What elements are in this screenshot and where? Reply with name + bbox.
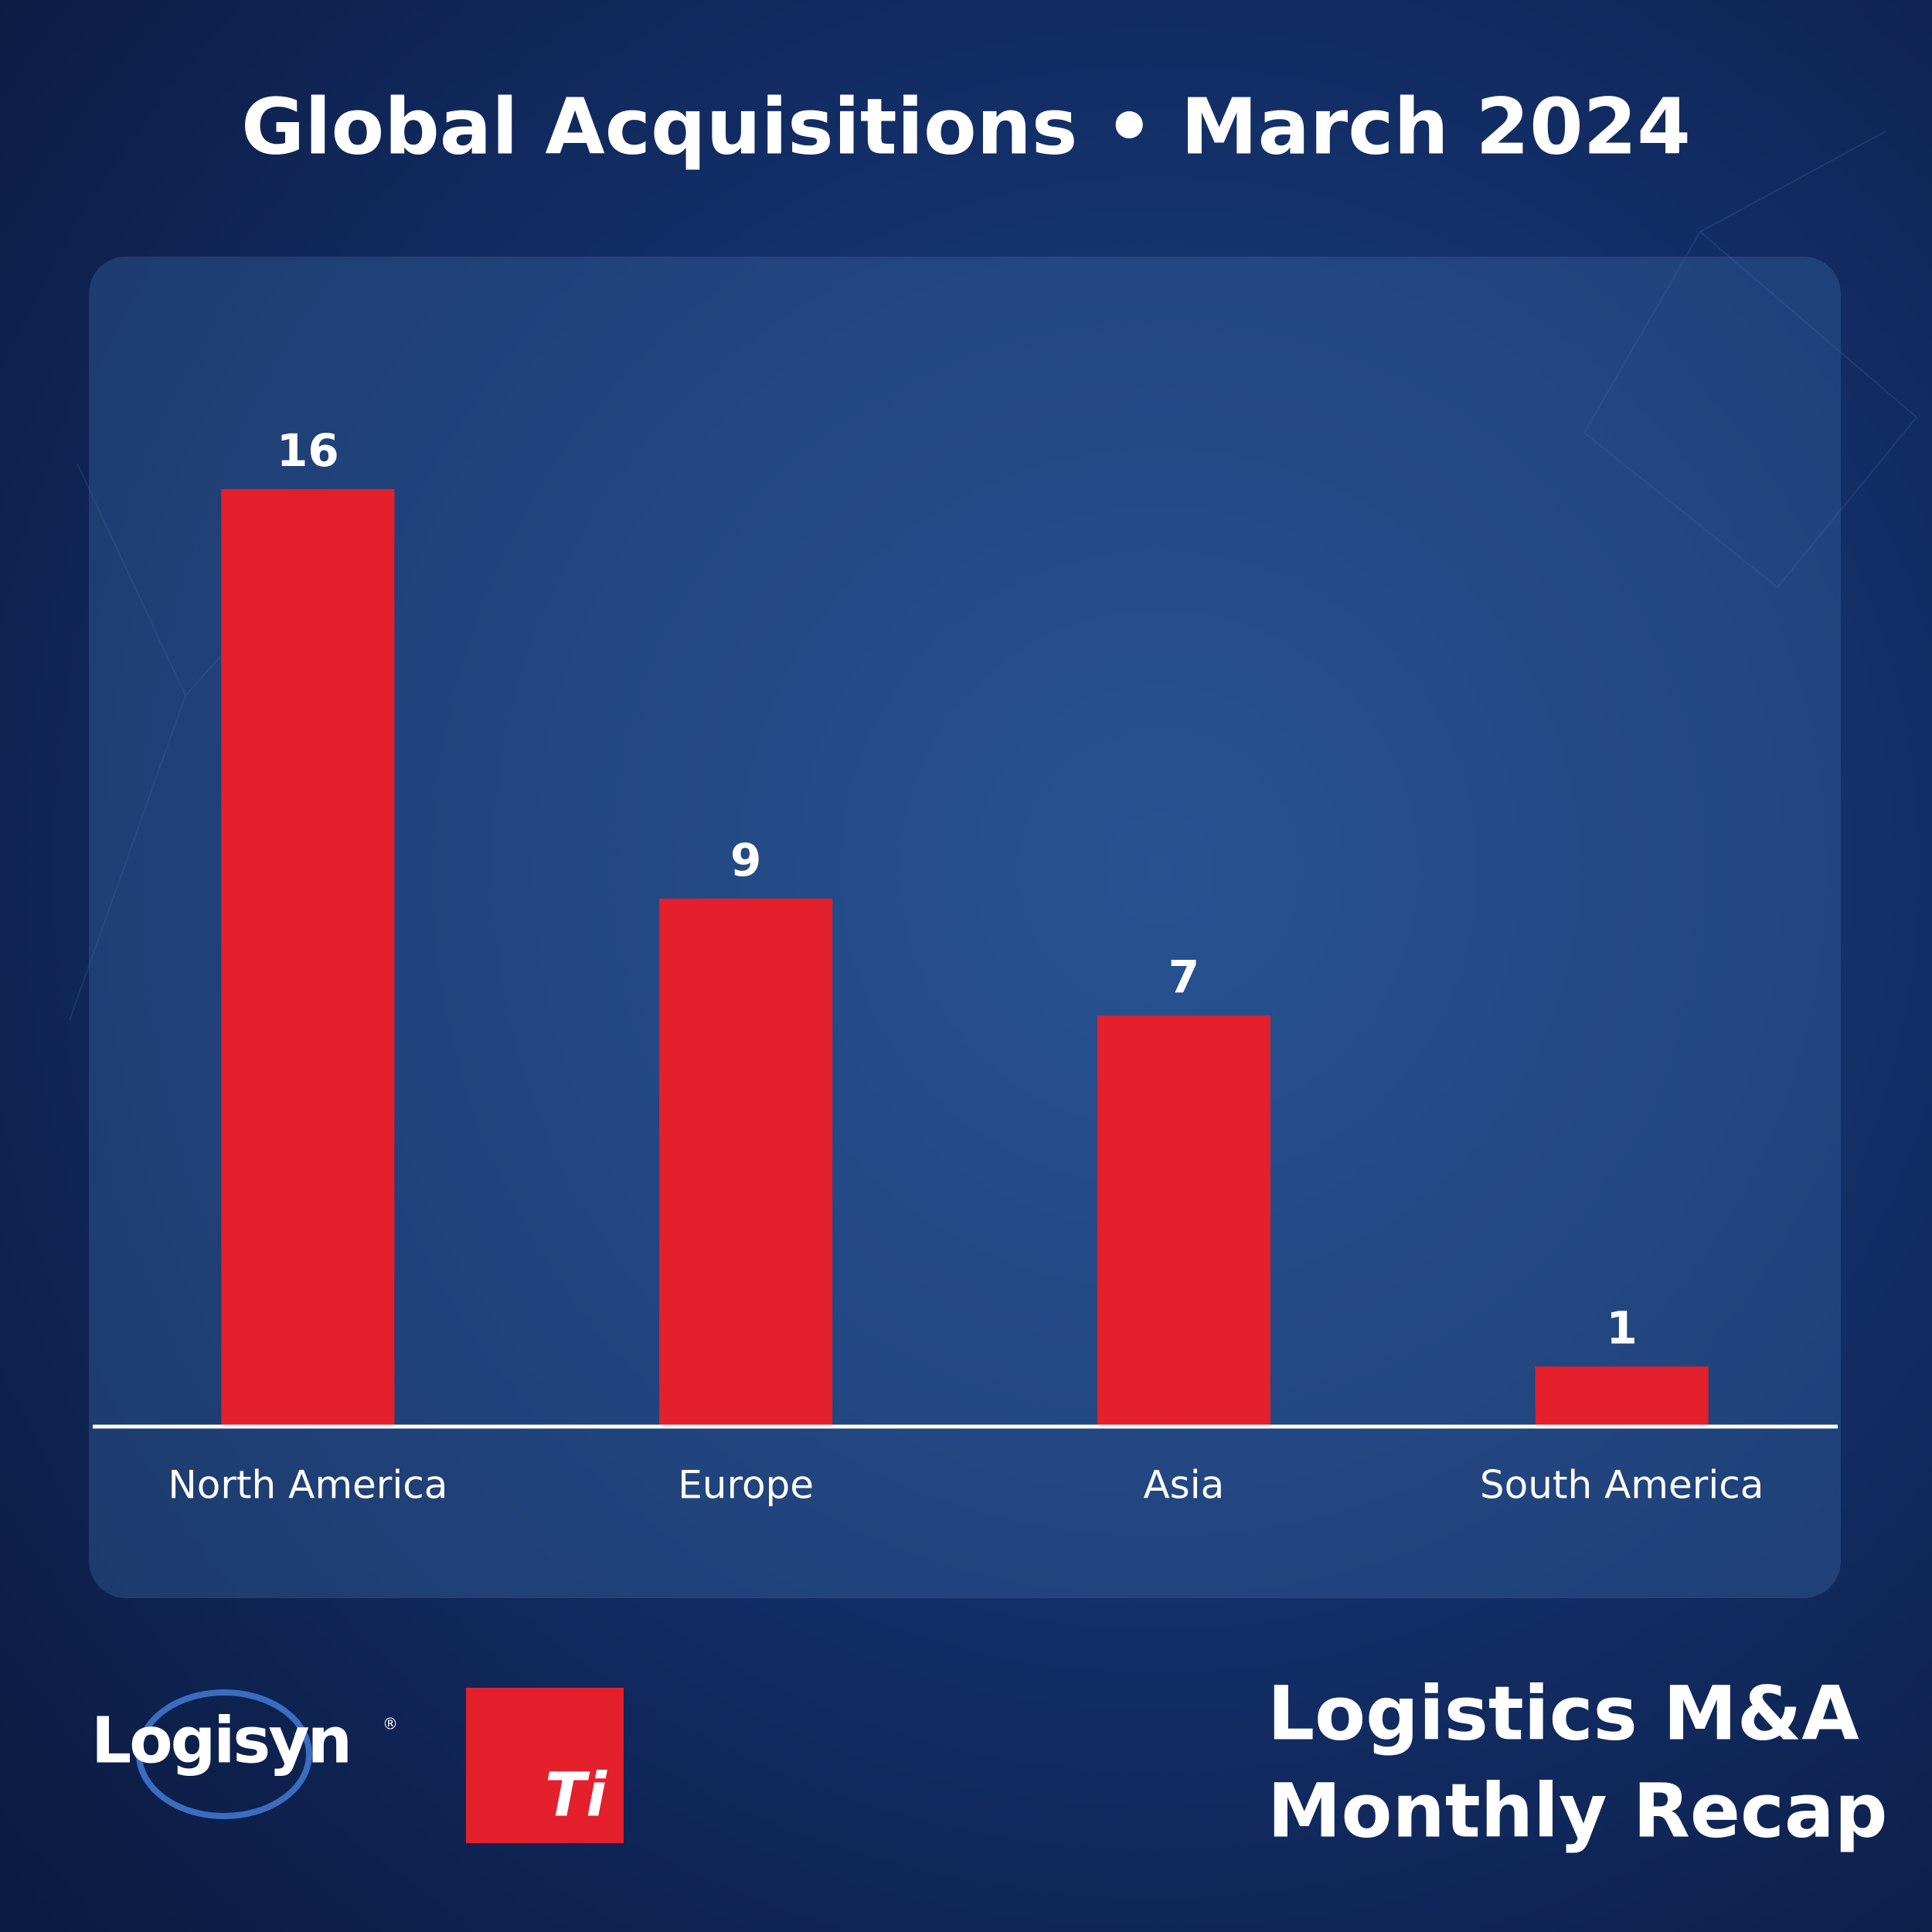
value-label: 16 bbox=[277, 424, 339, 477]
x-tick-label: South America bbox=[1480, 1463, 1764, 1508]
chart-title: Global Acquisitions • March 2024 bbox=[241, 81, 1691, 172]
x-tick-label: North America bbox=[168, 1463, 447, 1508]
logo-registered: ® bbox=[383, 1715, 398, 1733]
x-tick-label: Europe bbox=[678, 1463, 814, 1508]
network-pattern bbox=[69, 131, 1917, 1021]
bar bbox=[659, 898, 833, 1425]
tagline: Logistics M&A bbox=[1267, 1670, 1859, 1757]
logo-logisyn: Logisyn ® bbox=[91, 1689, 398, 1819]
x-tick-label: Asia bbox=[1143, 1463, 1224, 1508]
value-label: 1 bbox=[1606, 1301, 1637, 1354]
tagline: Monthly Recap bbox=[1267, 1767, 1887, 1854]
plot-panel bbox=[89, 257, 1841, 1598]
bar bbox=[221, 489, 395, 1425]
bar bbox=[1097, 1015, 1270, 1425]
badge-text: Ti bbox=[545, 1760, 607, 1830]
logo-swoosh bbox=[136, 1689, 312, 1819]
value-label: 7 bbox=[1168, 951, 1199, 1003]
logo-text: Logisyn bbox=[91, 1704, 350, 1777]
bar bbox=[1535, 1366, 1709, 1425]
plot-area: North America 16 Europe 9 Asia 7 South America… bbox=[168, 424, 1764, 1507]
badge-box bbox=[466, 1688, 624, 1843]
value-label: 9 bbox=[730, 834, 761, 886]
